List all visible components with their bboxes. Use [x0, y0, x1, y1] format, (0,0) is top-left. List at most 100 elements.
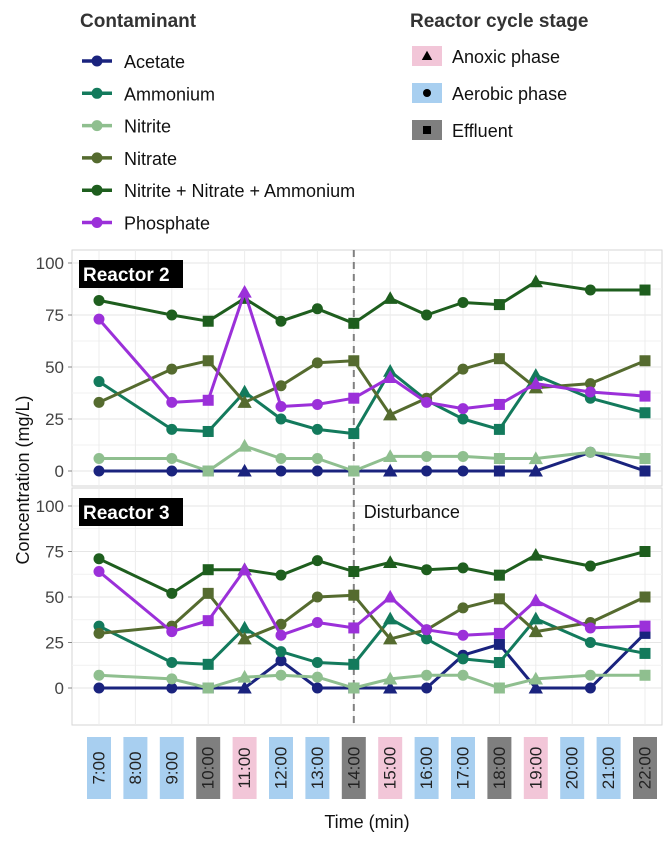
data-point [639, 546, 651, 557]
data-point [275, 413, 287, 425]
data-point [528, 451, 543, 465]
data-point [584, 446, 596, 458]
data-point [528, 593, 543, 607]
data-point [202, 355, 214, 367]
panel-title-box [79, 498, 183, 526]
data-point [348, 658, 360, 670]
series-nitrite [93, 438, 651, 477]
data-point [311, 453, 323, 465]
data-point [493, 627, 505, 639]
data-point [528, 368, 543, 381]
data-point [421, 682, 433, 694]
data-point [311, 591, 323, 603]
x-tick-label: 10:00 [199, 747, 218, 790]
x-tick-stage-box [487, 737, 512, 799]
x-tick-label: 12:00 [272, 747, 291, 790]
series-line [98, 550, 646, 595]
data-point [348, 682, 360, 694]
x-tick-stage-box [414, 737, 439, 799]
data-point [311, 657, 323, 669]
x-tick-stage-box [523, 737, 548, 799]
data-point [93, 453, 105, 465]
legend-stage-item: Effluent [412, 120, 513, 141]
x-tick-stage-box [560, 737, 585, 799]
data-point [528, 547, 543, 561]
series-line [97, 290, 646, 411]
data-point [166, 396, 178, 408]
series-nitrite-nitrate-ammonium [93, 274, 651, 329]
data-point [383, 555, 398, 568]
data-point [528, 274, 543, 288]
data-point [348, 355, 360, 367]
data-point [639, 627, 651, 639]
panel-title: Reactor 3 [79, 498, 183, 526]
legend-label: Nitrate [124, 149, 177, 169]
data-point [421, 465, 433, 477]
data-point [493, 453, 505, 465]
y-tick-label: 100 [36, 254, 64, 273]
data-point [383, 463, 398, 477]
data-point [93, 566, 105, 578]
data-point [457, 450, 469, 462]
legend-label: Nitrite [124, 117, 171, 137]
data-point [421, 450, 433, 462]
x-tick-label: 11:00 [235, 747, 254, 788]
data-point [528, 611, 543, 625]
x-tick: 21:00 [596, 737, 621, 799]
data-point [166, 363, 178, 375]
x-tick-label: 14:00 [344, 747, 363, 790]
legend-label: Acetate [124, 52, 185, 72]
x-tick-stage-box [232, 737, 257, 799]
data-point [348, 392, 360, 404]
legend-stage-item: Anoxic phase [412, 46, 560, 67]
data-point [584, 284, 596, 296]
data-point [639, 669, 651, 681]
data-point [493, 593, 505, 605]
x-tick-stage-box [305, 737, 330, 799]
data-point [383, 291, 398, 304]
panel-title-text: Reactor 2 [83, 265, 170, 286]
data-point [93, 376, 105, 388]
x-tick-label: 13:00 [308, 747, 327, 790]
data-point [457, 629, 469, 641]
data-point [493, 682, 505, 694]
data-point [421, 633, 433, 645]
circle-icon [423, 89, 431, 97]
legend-item: Nitrate [82, 149, 177, 169]
data-point [275, 655, 287, 667]
x-tick: 15:00 [378, 737, 403, 799]
data-point [421, 669, 433, 681]
x-tick: 10:00 [196, 737, 221, 799]
data-point [457, 562, 469, 574]
data-point [202, 465, 214, 477]
x-tick-stage-box [87, 737, 111, 799]
data-point [348, 589, 360, 601]
series-nitrite [93, 669, 651, 694]
data-point [93, 669, 105, 681]
data-point [639, 407, 651, 419]
data-point [383, 611, 398, 625]
legend-circle-icon [91, 120, 103, 132]
data-point [275, 569, 287, 581]
y-tick-label: 25 [45, 634, 64, 653]
data-point [421, 396, 433, 408]
x-tick-label: 16:00 [417, 747, 436, 790]
data-point [166, 423, 178, 435]
data-point [639, 390, 651, 402]
data-point [202, 315, 214, 327]
data-point [639, 465, 651, 477]
x-tick-stage-box [451, 737, 475, 799]
data-point [528, 376, 543, 390]
panel-reactor-3: 0 25 50 75 100 Reactor 3 [36, 487, 663, 726]
data-point [311, 671, 323, 683]
data-point [275, 465, 287, 477]
data-point [93, 627, 105, 639]
data-point [639, 591, 651, 603]
series-phosphate [93, 284, 651, 415]
data-point [348, 317, 360, 329]
data-point [457, 653, 469, 665]
y-tick-label: 25 [45, 410, 64, 429]
data-point [584, 637, 596, 648]
